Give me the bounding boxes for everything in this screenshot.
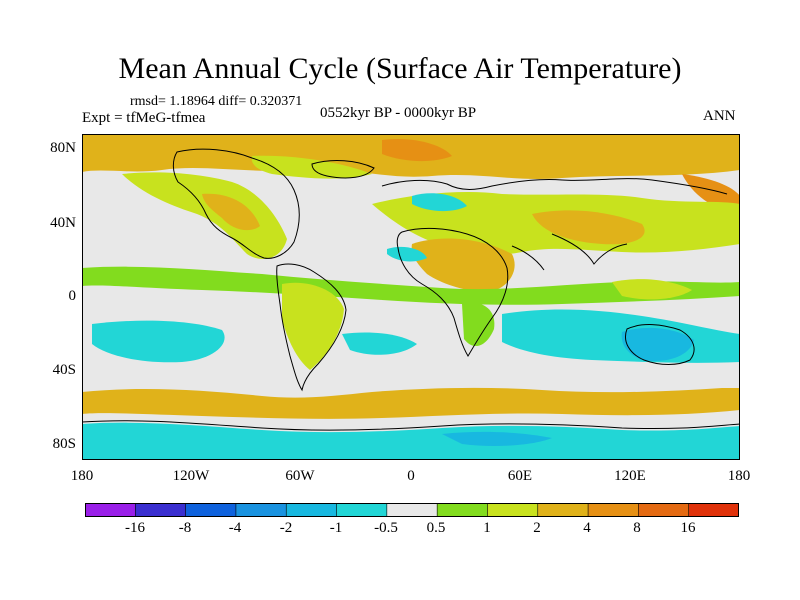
warm-region-africa-south [462,302,495,347]
lat-label: 0 [68,288,77,304]
colorbar-cell [487,503,539,517]
colorbar-label: 2 [533,520,541,536]
colorbar-label: -1 [329,520,343,536]
cool-region-west-africa [387,246,427,262]
lat-label: 80N [50,140,76,156]
warm-region-north-america-core [202,193,260,231]
lon-label: 180 [727,468,751,484]
colorbar-cell [688,503,739,517]
colorbar-cell [285,503,338,517]
lon-label: 0 [407,468,415,484]
colorbar-cell [135,503,187,517]
cool-region-antarctica-inner [442,431,552,446]
lat-label: 40S [52,362,76,378]
colorbar-label: -16 [125,520,145,536]
experiment-label: Expt = tfMeG-tfmea [82,110,206,126]
colorbar-cell [235,503,288,517]
cool-region-south-pacific [92,320,225,363]
warm-region-north-america [122,172,287,259]
period-label: 0552kyr BP - 0000kyr BP [320,105,477,121]
cool-region-mediterranean [412,193,467,212]
colorbar-label: 4 [583,520,591,536]
lon-label: 60E [507,468,533,484]
colorbar-cell [436,503,489,517]
coastlines [82,148,740,431]
colorbar-cell [336,503,388,517]
cool-region-australia [621,327,694,362]
lon-label: 180 [70,468,94,484]
colorbar-label: -2 [279,520,293,536]
warm-region-north-africa [411,238,515,293]
map-frame [82,134,740,460]
warm-region-asia-core [532,210,645,245]
warm-region-arctic-core [382,138,452,162]
colorbar-label: 0.5 [426,520,446,536]
warm-region-south-america [282,282,344,370]
lat-label: 40N [50,215,76,231]
lat-label: 80S [52,436,76,452]
colorbar-label: 1 [483,520,491,536]
colorbar-cell [537,503,589,517]
lon-label: 120W [172,468,210,484]
warm-region-indonesia [612,279,692,300]
colorbar-label: -8 [178,520,192,536]
colorbar-cell [85,503,137,517]
colorbar-label: 8 [633,520,641,536]
warm-region-tropical-band [82,266,740,305]
plot-title: Mean Annual Cycle (Surface Air Temperatu… [118,52,682,85]
colorbar-label: -4 [228,520,242,536]
colorbar-cell [386,503,438,517]
cool-region-antarctica [82,422,740,460]
colorbar-label: -0.5 [374,520,398,536]
colorbar-cell [587,503,640,517]
season-label: ANN [703,108,736,124]
cool-region-south-atlantic [342,332,417,355]
colorbar-cell [185,503,237,517]
stats-text: rmsd= 1.18964 diff= 0.320371 [130,94,303,109]
temperature-map [82,134,740,460]
warm-region-southern-ocean [82,387,740,419]
lon-label: 60W [285,468,315,484]
colorbar-label: 16 [680,520,696,536]
lon-label: 120E [614,468,646,484]
colorbar-cell [638,503,690,517]
colorbar [85,503,739,517]
